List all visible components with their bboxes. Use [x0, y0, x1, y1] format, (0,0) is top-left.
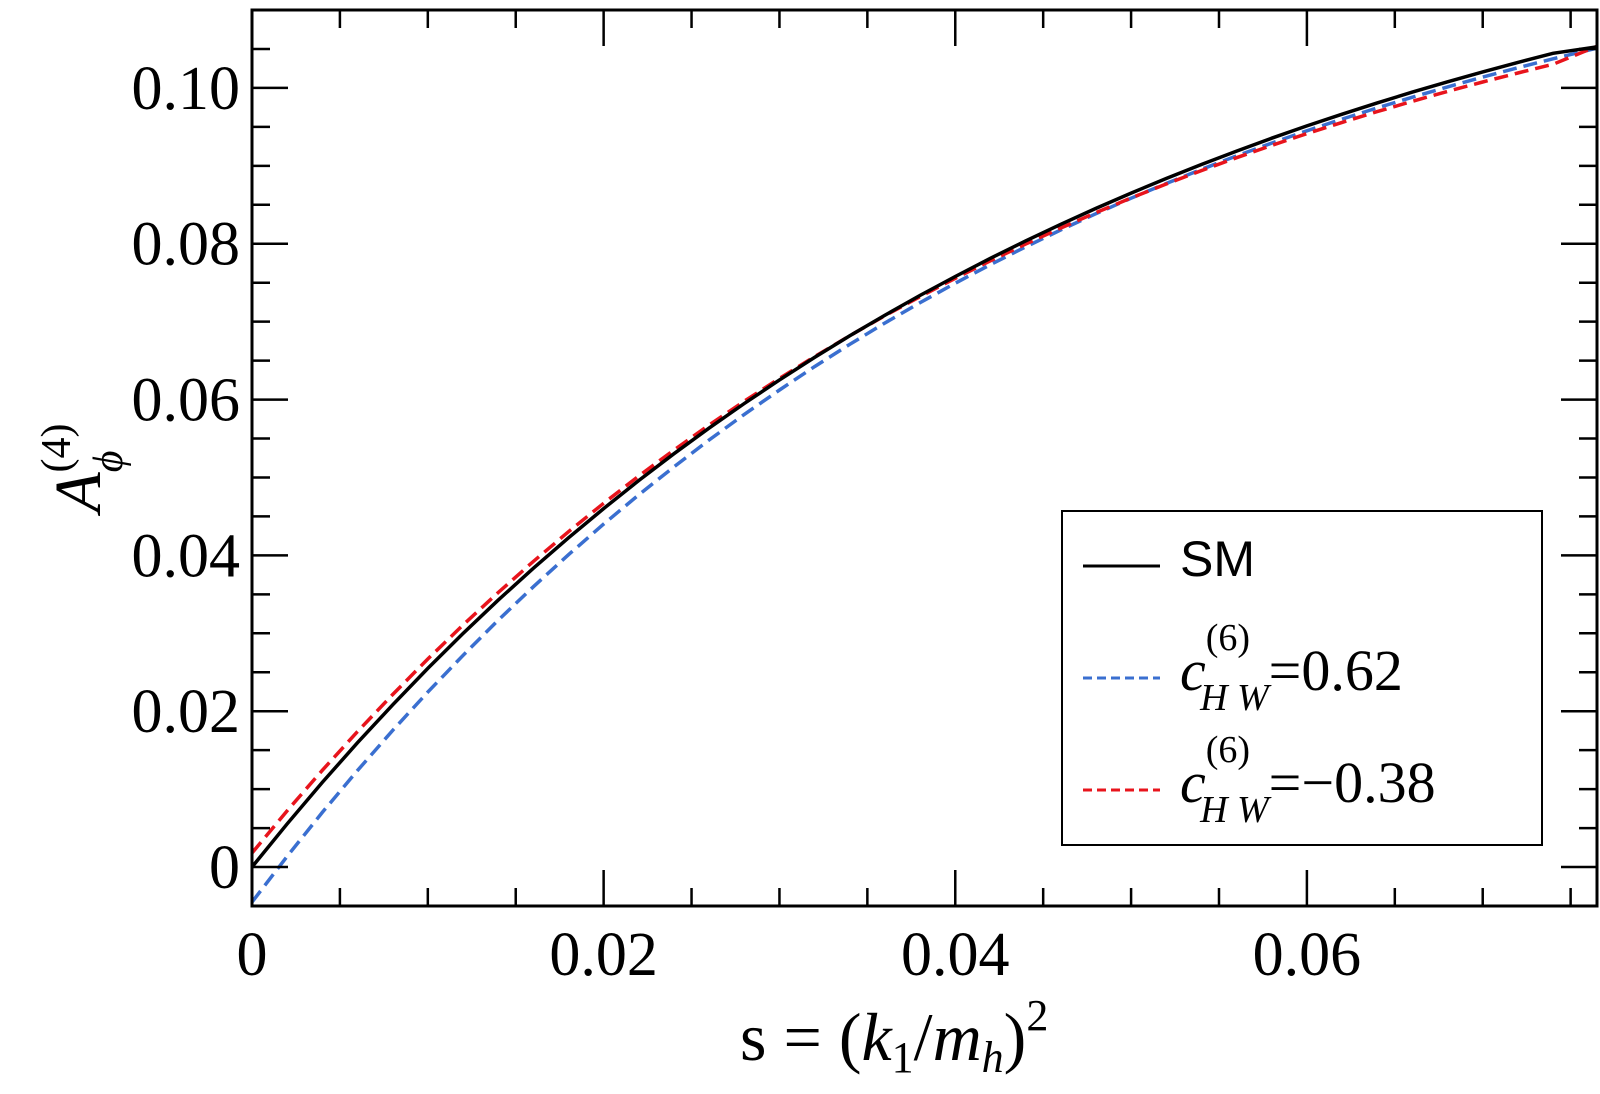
legend: SM c(6) H W=0.62 c(6) H W=−0.38	[1061, 510, 1543, 846]
x-tick-label: 0.04	[901, 921, 1010, 989]
y-tick-label: 0.08	[132, 211, 241, 279]
legend-label-c-pos: c(6) H W=0.62	[1180, 617, 1403, 719]
y-tick-label: 0.02	[132, 678, 241, 746]
x-tick-label: 0.02	[549, 921, 658, 989]
series-line-c-neg	[252, 44, 1597, 855]
tick-layer	[250, 8, 1597, 908]
y-tick-label: 0.06	[132, 367, 241, 435]
plot-frame	[250, 8, 1599, 908]
x-tick-label: 0	[237, 921, 268, 989]
y-tick-label: 0	[209, 834, 240, 902]
legend-label-c-neg: c(6) H W=−0.38	[1180, 729, 1436, 831]
y-axis-title: Aϕ(4)	[34, 423, 132, 516]
series-line-c-pos	[252, 46, 1597, 904]
y-tick-label: 0.04	[132, 522, 241, 590]
series-layer	[252, 44, 1597, 904]
series-line-sm	[252, 45, 1597, 869]
x-axis-title: s = (k1/mh)2	[740, 991, 1048, 1082]
tick-label-layer: 0 0.02 0.04 0.06 0 0.02 0.04 0.06 0.08 0.10	[132, 55, 1362, 989]
legend-label-sm: SM	[1180, 531, 1255, 587]
x-tick-label: 0.06	[1253, 921, 1362, 989]
y-tick-label: 0.10	[132, 55, 241, 123]
